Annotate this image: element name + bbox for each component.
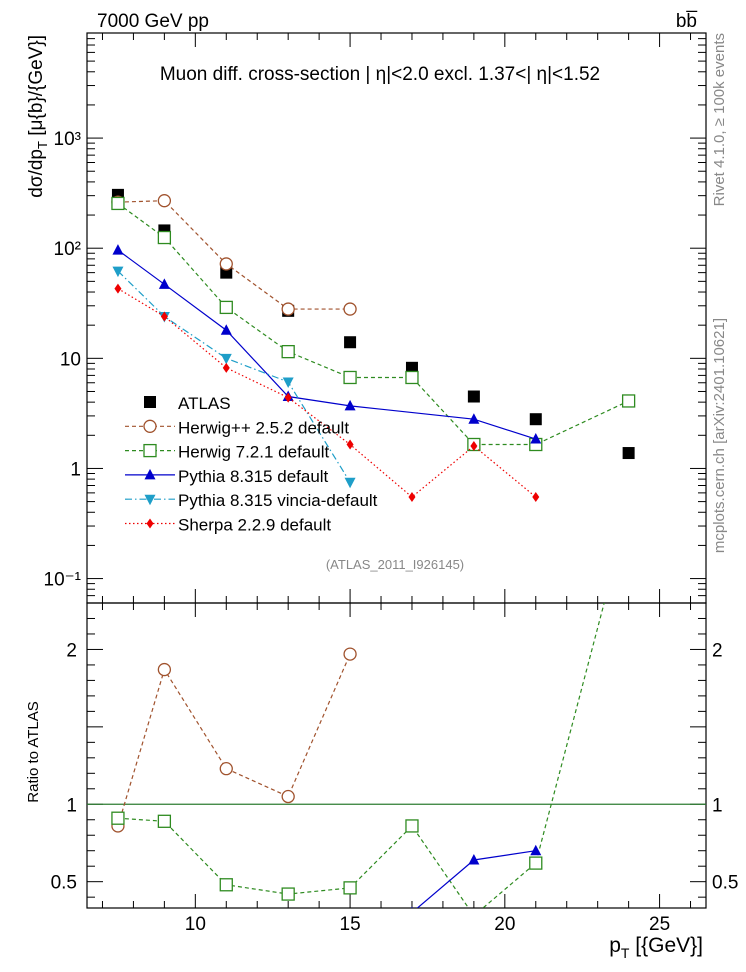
point-pythia-8-315-vincia-default [112,266,124,278]
rivet-label: Rivet 4.1.0, ≥ 100k events [711,33,728,206]
point-herwig-2-5-2-default [219,257,233,271]
point-pythia-8-315-default [158,278,170,289]
ratio-point-pythia-8-315-default [530,844,542,856]
x-tick-label: 10 [185,914,206,935]
legend-marker [144,468,156,480]
ratio-point-herwig-7-2-1-default [405,819,419,833]
legend-marker [146,518,154,529]
main-ylabel: dσ/dpT [μ{b}/{GeV}] [26,35,50,198]
point-pythia-8-315-vincia-default [344,477,356,489]
legend-marker [143,419,157,433]
point-sherpa-2-2-9-default [160,311,168,322]
ratio-point-herwig-7-2-1-default [219,878,233,892]
ratio-point-pythia-8-315-default [411,906,413,908]
ratio-point-herwig-2-5-2-default [157,662,172,677]
ratio-point-herwig-7-2-1-default [529,856,543,870]
ratio-plot-layer: 10 15 20 25 0.5 0.5 1 1 2 2 [51,602,738,935]
y-tick-label-ratio-right: 1 [712,795,723,816]
ratio-point-herwig-2-5-2-default [343,647,357,661]
point-sherpa-2-2-9-default [284,392,292,403]
point-herwig-7-2-1-default [621,394,636,408]
point-pythia-8-315-vincia-default [220,353,232,365]
point-herwig-2-5-2-default [281,302,295,316]
series-line-sherpa-2-2-9-default [117,288,537,498]
point-sherpa-2-2-9-default [114,283,122,294]
header-left: 7000 GeV pp [97,11,209,32]
point-sherpa-2-2-9-default [470,440,478,451]
point-atlas [529,413,542,426]
point-herwig-7-2-1-default [219,300,233,315]
legend-label: Herwig++ 2.5.2 default [178,418,349,437]
mcplots-label: mcplots.cern.ch [arXiv:2401.10621] [711,318,728,553]
y-tick-label-ratio: 1 [66,795,77,816]
ratio-ylabel: Ratio to ATLAS [25,701,42,802]
x-tick-label: 15 [340,914,361,935]
point-herwig-7-2-1-default [405,370,419,385]
point-sherpa-2-2-9-default [222,362,230,373]
legend-label: ATLAS [178,394,231,413]
point-atlas [405,361,418,374]
ratio-point-herwig-7-2-1-default [111,811,125,825]
point-pythia-8-315-default [112,244,124,255]
point-atlas [344,336,357,349]
legend-label: Pythia 8.315 default [178,467,329,486]
point-atlas [467,390,480,403]
point-herwig-2-5-2-default [343,302,357,316]
main-title: Muon diff. cross-section | η|<2.0 excl. … [160,64,600,85]
legend-label: Sherpa 2.2.9 default [178,516,331,535]
y-tick-label-ratio-right: 2 [712,640,723,661]
point-pythia-8-315-default [530,433,542,444]
ratio-frame [86,602,707,909]
legend-label: Pythia 8.315 vincia-default [178,491,378,510]
y-tick-label-main: 10 [60,349,81,370]
x-tick-label: 25 [649,914,670,935]
ratio-point-herwig-7-2-1-default [281,887,295,901]
ratio-line-herwig-2-5-2-default [117,653,351,827]
ratio-point-herwig-2-5-2-default [281,789,295,804]
point-herwig-7-2-1-default [111,196,125,211]
legend-marker [144,396,156,408]
x-tick-label: 20 [494,914,515,935]
analysis-watermark: (ATLAS_2011_I926145) [326,557,464,572]
legend-marker [143,443,157,458]
point-sherpa-2-2-9-default [346,439,354,450]
point-pythia-8-315-default [468,413,480,424]
legend-marker [144,494,156,506]
y-tick-label-ratio-right: 0.5 [712,873,738,894]
y-tick-label-main: 10² [54,239,81,260]
point-pythia-8-315-default [220,324,232,335]
point-herwig-2-5-2-default [157,194,172,208]
point-sherpa-2-2-9-default [408,492,416,503]
y-tick-label-main: 10⁻¹ [44,570,82,591]
point-herwig-7-2-1-default [157,230,172,245]
legend: ATLAS Herwig++ 2.5.2 default Herwig 7.2.1 … [125,394,378,535]
header-right: bb̅ [676,11,698,32]
ratio-series-group [111,603,605,908]
y-tick-label-main: 1 [70,459,81,480]
point-herwig-7-2-1-default [343,370,357,385]
point-pythia-8-315-default [344,399,356,411]
point-herwig-7-2-1-default [281,344,295,359]
main-plot-layer: 10⁻¹ 1 10 10² 10³ [44,32,707,604]
legend-label: Herwig 7.2.1 default [178,443,329,462]
point-sherpa-2-2-9-default [532,492,540,503]
ratio-point-herwig-7-2-1-default [343,881,357,895]
point-pythia-8-315-vincia-default [282,377,294,388]
ratio-point-pythia-8-315-default [468,854,480,865]
y-tick-label-ratio: 0.5 [51,873,77,894]
main-series-group [111,188,636,503]
ratio-point-herwig-7-2-1-default [157,814,172,828]
point-atlas [622,447,635,460]
ratio-point-herwig-2-5-2-default [219,762,233,776]
y-tick-label-ratio: 2 [66,640,77,661]
y-tick-label-main: 10³ [54,129,81,150]
